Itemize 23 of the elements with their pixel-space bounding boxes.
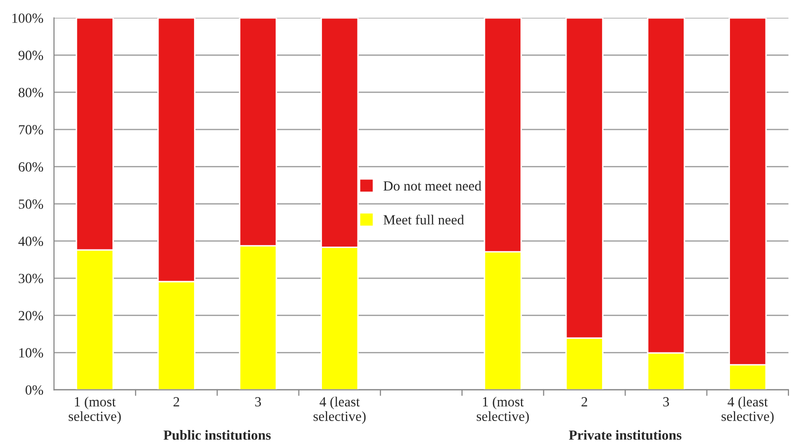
x-tick-label: 1 (most selective): [68, 396, 121, 424]
y-tick-label: 50%: [18, 199, 44, 209]
x-tick-label: 4 (least selective): [722, 396, 774, 424]
y-tick-label: 100%: [12, 14, 44, 23]
legend-label: Do not meet need: [384, 180, 482, 191]
y-tick-label: 0%: [26, 385, 44, 395]
x-tick-label: 1 (most selective): [476, 396, 529, 424]
text: Public institutions: [164, 430, 271, 440]
legend-label: Meet full need: [384, 214, 464, 225]
y-tick-label: 80%: [18, 88, 44, 98]
text: Private institutions: [568, 430, 682, 440]
x-tick-label: 3: [663, 397, 669, 406]
y-tick-label: 10%: [19, 348, 44, 358]
y-tick-label: 40%: [18, 236, 44, 246]
y-tick-label: 90%: [18, 50, 44, 60]
y-tick-label: 20%: [18, 310, 44, 320]
x-tick-label: 3: [255, 397, 261, 406]
x-tick-label: 2: [582, 397, 588, 406]
y-tick-label: 30%: [18, 274, 44, 284]
x-tick-label: 4 (least selective): [314, 396, 366, 424]
y-tick-label: 60%: [18, 162, 44, 172]
x-tick-label: 2: [174, 397, 180, 406]
y-tick-label: 70%: [19, 125, 44, 134]
